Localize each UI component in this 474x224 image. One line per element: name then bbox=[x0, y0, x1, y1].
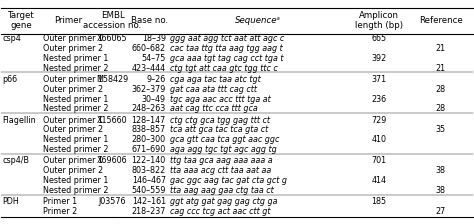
Text: Reference: Reference bbox=[419, 16, 463, 25]
Text: tta aag aag gaa ctg taa ct: tta aag aag gaa ctg taa ct bbox=[170, 186, 273, 195]
Text: 371: 371 bbox=[371, 75, 386, 84]
Text: tca att gca tac tca gta ct: tca att gca tac tca gta ct bbox=[170, 125, 268, 134]
Text: 671–690: 671–690 bbox=[132, 145, 166, 154]
Text: M58429: M58429 bbox=[96, 75, 129, 84]
Text: Flagellin: Flagellin bbox=[2, 116, 36, 125]
Text: 660–682: 660–682 bbox=[132, 44, 166, 53]
Text: Nested primer 1: Nested primer 1 bbox=[43, 135, 109, 144]
Text: ggt atg gat gag gag ctg ga: ggt atg gat gag gag ctg ga bbox=[170, 197, 277, 206]
Text: 248–263: 248–263 bbox=[132, 104, 166, 113]
Text: ttg taa gca aag aaa aaa a: ttg taa gca aag aaa aaa a bbox=[170, 156, 273, 165]
Text: csp4: csp4 bbox=[2, 34, 21, 43]
Text: Outer primer 2: Outer primer 2 bbox=[43, 166, 103, 175]
Text: 142–161: 142–161 bbox=[132, 197, 166, 206]
Text: Base no.: Base no. bbox=[131, 16, 168, 25]
Text: 38: 38 bbox=[436, 166, 446, 175]
Text: gat caa ata ttt cag ctt: gat caa ata ttt cag ctt bbox=[170, 85, 257, 94]
Text: tgc aga aac acc ttt tga at: tgc aga aac acc ttt tga at bbox=[170, 95, 271, 103]
Text: 21: 21 bbox=[436, 44, 446, 53]
Text: Primer 2: Primer 2 bbox=[43, 207, 77, 216]
Text: ctg tgt att caa gtc tgg ttc c: ctg tgt att caa gtc tgg ttc c bbox=[170, 64, 277, 73]
Text: Outer primer 1: Outer primer 1 bbox=[43, 75, 103, 84]
Text: J03576: J03576 bbox=[99, 197, 127, 206]
Text: 28: 28 bbox=[436, 104, 446, 113]
Text: p66: p66 bbox=[2, 75, 18, 84]
Text: 128–147: 128–147 bbox=[132, 116, 166, 125]
Text: 185: 185 bbox=[371, 197, 386, 206]
Text: Amplicon
length (bp): Amplicon length (bp) bbox=[355, 11, 403, 30]
Text: 803–822: 803–822 bbox=[132, 166, 166, 175]
Text: 236: 236 bbox=[371, 95, 386, 103]
Text: 362–379: 362–379 bbox=[131, 85, 166, 94]
Text: 122–140: 122–140 bbox=[132, 156, 166, 165]
Text: Outer primer 2: Outer primer 2 bbox=[43, 44, 103, 53]
Text: cga aga tac taa atc tgt: cga aga tac taa atc tgt bbox=[170, 75, 260, 84]
Text: ggg aat agg tct aat att agc c: ggg aat agg tct aat att agc c bbox=[170, 34, 284, 43]
Text: 35: 35 bbox=[436, 125, 446, 134]
Text: ctg ctg gca tgg gag ttt ct: ctg ctg gca tgg gag ttt ct bbox=[170, 116, 270, 125]
Text: aga agg tgc tgt agc agg tg: aga agg tgc tgt agc agg tg bbox=[170, 145, 276, 154]
Text: X15660: X15660 bbox=[97, 116, 128, 125]
Text: Outer primer 2: Outer primer 2 bbox=[43, 85, 103, 94]
Text: 146–467: 146–467 bbox=[132, 176, 166, 185]
Text: Outer primer 1: Outer primer 1 bbox=[43, 34, 103, 43]
Text: gca gtt caa tca ggt aac ggc: gca gtt caa tca ggt aac ggc bbox=[170, 135, 279, 144]
Text: Nested primer 1: Nested primer 1 bbox=[43, 176, 109, 185]
Text: Nested primer 2: Nested primer 2 bbox=[43, 145, 109, 154]
Text: 28: 28 bbox=[436, 85, 446, 94]
Text: 18–39: 18–39 bbox=[142, 34, 166, 43]
Text: cag ccc tcg act aac ctt gt: cag ccc tcg act aac ctt gt bbox=[170, 207, 270, 216]
Text: Nested primer 2: Nested primer 2 bbox=[43, 64, 109, 73]
Text: PDH: PDH bbox=[2, 197, 19, 206]
Text: Primer 1: Primer 1 bbox=[43, 197, 77, 206]
Text: gca aaa tgt tag cag cct tga t: gca aaa tgt tag cag cct tga t bbox=[170, 54, 283, 63]
Text: Outer primer 1: Outer primer 1 bbox=[43, 156, 103, 165]
Text: Nested primer 2: Nested primer 2 bbox=[43, 186, 109, 195]
Text: 218–237: 218–237 bbox=[131, 207, 166, 216]
Text: Nested primer 2: Nested primer 2 bbox=[43, 104, 109, 113]
Text: 21: 21 bbox=[436, 64, 446, 73]
Text: Nested primer 1: Nested primer 1 bbox=[43, 95, 109, 103]
Text: 27: 27 bbox=[436, 207, 446, 216]
Text: tta aaa acg ctt taa aat aa: tta aaa acg ctt taa aat aa bbox=[170, 166, 271, 175]
Text: 414: 414 bbox=[371, 176, 386, 185]
Text: gac ggc aag tac gat cta gct g: gac ggc aag tac gat cta gct g bbox=[170, 176, 287, 185]
Text: Primer: Primer bbox=[54, 16, 82, 25]
Text: Sequenceᵃ: Sequenceᵃ bbox=[235, 16, 281, 25]
Text: 280–300: 280–300 bbox=[132, 135, 166, 144]
Text: 392: 392 bbox=[371, 54, 386, 63]
Text: aat cag ttc cca ttt gca: aat cag ttc cca ttt gca bbox=[170, 104, 257, 113]
Text: 9–26: 9–26 bbox=[146, 75, 166, 84]
Text: 838–857: 838–857 bbox=[132, 125, 166, 134]
Text: cac taa ttg tta aag tgg aag t: cac taa ttg tta aag tgg aag t bbox=[170, 44, 283, 53]
Text: csp4/B: csp4/B bbox=[2, 156, 29, 165]
Text: 54–75: 54–75 bbox=[142, 54, 166, 63]
Text: Target
gene: Target gene bbox=[8, 11, 35, 30]
Text: 30–49: 30–49 bbox=[142, 95, 166, 103]
Text: Outer primer 1: Outer primer 1 bbox=[43, 116, 103, 125]
Text: X69606: X69606 bbox=[97, 156, 128, 165]
Text: Outer primer 2: Outer primer 2 bbox=[43, 125, 103, 134]
Text: 701: 701 bbox=[371, 156, 386, 165]
Text: 729: 729 bbox=[371, 116, 386, 125]
Text: 665: 665 bbox=[371, 34, 386, 43]
Text: Nested primer 1: Nested primer 1 bbox=[43, 54, 109, 63]
Text: 423–444: 423–444 bbox=[132, 64, 166, 73]
Text: 410: 410 bbox=[371, 135, 386, 144]
Text: EMBL
accession no.: EMBL accession no. bbox=[83, 11, 142, 30]
Text: 38: 38 bbox=[436, 186, 446, 195]
Text: 540–559: 540–559 bbox=[131, 186, 166, 195]
Text: X66065: X66065 bbox=[97, 34, 128, 43]
